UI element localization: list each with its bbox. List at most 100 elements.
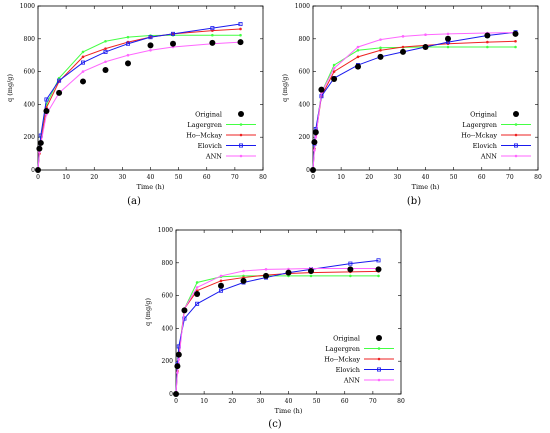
x-axis-label: Time (h) <box>412 183 440 191</box>
series-original-point <box>173 391 179 397</box>
x-tick-label: 70 <box>369 398 377 405</box>
x-tick-label: 30 <box>394 174 402 181</box>
series-elovich-line <box>37 23 241 171</box>
series-original-point <box>175 351 182 358</box>
legend-label-original: Original <box>470 110 497 118</box>
series-ho-mckay-marker <box>356 55 360 59</box>
series-original-point <box>347 266 354 273</box>
series-ho-mckay-marker <box>401 45 405 49</box>
series-ann-marker <box>219 274 223 278</box>
y-tick-label: 400 <box>24 101 36 108</box>
chart-panel-a: 0 10 20 30 40 50 60 70 80 0 200 400 600 800 1000 Time (… <box>0 0 275 191</box>
series-original-point <box>355 63 361 70</box>
series-lagergren-marker <box>446 45 450 49</box>
legend-marker-ann <box>514 154 518 158</box>
series-original-point <box>377 53 384 60</box>
x-tick-label: 80 <box>534 174 542 181</box>
series-elovich-marker <box>170 31 175 36</box>
series-ann-line <box>37 41 241 171</box>
caption-c: (c) <box>268 419 282 430</box>
x-tick-label: 50 <box>450 174 458 181</box>
x-tick-label: 0 <box>311 174 315 181</box>
y-tick-label: 400 <box>299 101 311 108</box>
series-elovich-marker <box>81 60 86 65</box>
series-original-point <box>331 75 338 82</box>
legend-label-lagergren: Lagergren <box>325 345 360 353</box>
series-lagergren-marker <box>349 274 352 278</box>
y-tick-label: 600 <box>162 293 174 300</box>
series-ann-marker <box>149 48 152 52</box>
series-lagergren-marker <box>486 45 489 49</box>
series-original-point <box>484 32 491 39</box>
series-ann-marker <box>446 32 450 36</box>
x-tick-label: 70 <box>506 174 514 181</box>
series-original-point <box>218 282 224 289</box>
series-elovich-marker <box>44 97 49 102</box>
series-original-point <box>174 363 181 370</box>
y-tick-label: 800 <box>299 36 311 43</box>
legend-marker-lagergren <box>377 347 381 350</box>
y-tick-label: 600 <box>24 69 36 76</box>
series-lagergren-marker <box>514 45 517 49</box>
x-tick-label: 20 <box>90 174 98 181</box>
series-ann-marker <box>332 67 336 70</box>
series-original-point <box>311 139 318 146</box>
series-original-point <box>445 35 451 42</box>
series-ann-marker <box>264 268 268 271</box>
legend-marker-lagergren <box>514 123 518 126</box>
legend-marker-original <box>513 111 519 117</box>
legend-label-ho-mckay: Ho--Mckay <box>324 355 360 363</box>
chart-panel-c: 0 10 20 30 40 50 60 70 80 0 200 400 600 800 1000 Time (… <box>138 224 413 415</box>
series-elovich-marker <box>348 261 353 266</box>
series-ho-mckay-marker <box>81 55 85 59</box>
x-tick-label: 50 <box>175 174 183 181</box>
series-elovich-marker <box>376 258 381 263</box>
series-original-point <box>181 307 188 314</box>
series-elovich-marker <box>238 22 243 27</box>
series-lagergren-marker <box>332 63 336 67</box>
legend-marker-ho-mckay <box>377 357 381 361</box>
y-tick-label: 1000 <box>158 227 173 234</box>
series-ann-marker <box>379 38 382 41</box>
legend-label-lagergren: Lagergren <box>462 121 497 129</box>
x-tick-label: 40 <box>285 398 293 405</box>
series-lagergren-marker <box>377 274 380 278</box>
x-tick-label: 10 <box>62 174 70 181</box>
x-tick-label: 0 <box>174 398 178 405</box>
series-original-point <box>422 44 429 50</box>
caption-a: (a) <box>127 196 141 207</box>
series-ho-mckay-marker <box>239 27 242 31</box>
series-lagergren-marker <box>195 281 199 284</box>
series-lagergren-marker <box>379 46 382 50</box>
series-original-point <box>102 66 109 73</box>
legend-marker-ho-mckay <box>239 133 243 137</box>
legend-label-ann: ANN <box>205 152 222 160</box>
series-original-point <box>170 40 176 47</box>
legend-marker-elovich <box>513 143 518 148</box>
series-ann-line <box>175 268 379 395</box>
series-lagergren-marker <box>126 35 130 39</box>
x-tick-label: 50 <box>313 398 321 405</box>
y-tick-label: 0 <box>306 167 310 174</box>
series-ho-mckay-marker <box>104 47 107 50</box>
x-tick-label: 10 <box>200 398 208 405</box>
x-tick-label: 60 <box>341 398 349 405</box>
series-ann-marker <box>104 60 107 64</box>
series-ann-marker <box>313 149 316 152</box>
legend-marker-ann <box>377 378 381 382</box>
series-original-point <box>310 167 316 173</box>
x-tick-label: 40 <box>422 174 430 181</box>
series-ann-marker <box>126 53 130 57</box>
series-original-point <box>240 277 247 284</box>
legend-label-elovich: Elovich <box>473 142 497 150</box>
legend-marker-elovich <box>376 367 381 372</box>
legend-label-ho-mckay: Ho--Mckay <box>186 131 222 139</box>
series-ann-marker <box>314 135 318 139</box>
y-tick-label: 1000 <box>295 3 310 10</box>
series-original-point <box>35 167 41 173</box>
series-lagergren-marker <box>81 50 85 54</box>
series-elovich-marker <box>219 288 224 293</box>
legend-marker-ho-mckay <box>514 133 518 137</box>
